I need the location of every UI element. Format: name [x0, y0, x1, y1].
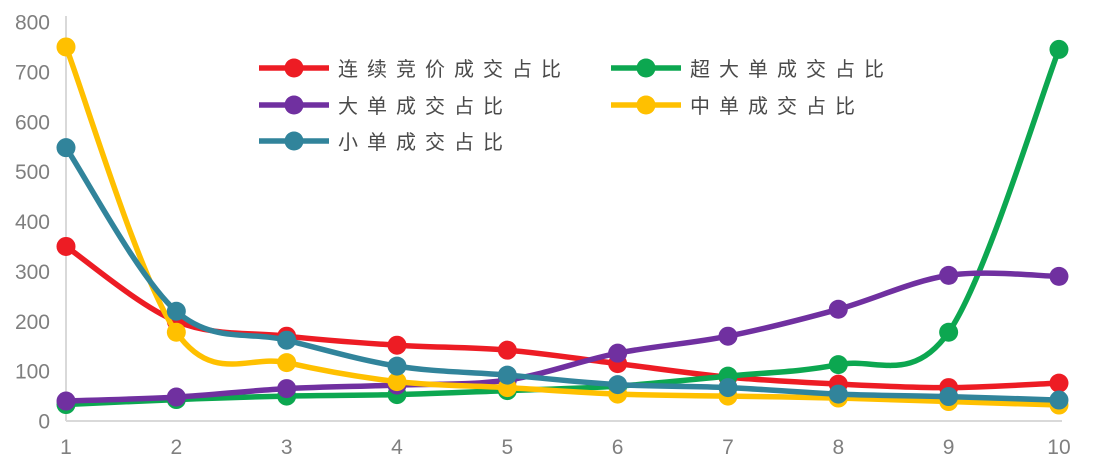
data-point-large-order-x6	[608, 343, 628, 363]
y-tick-label: 800	[15, 12, 50, 35]
y-tick-label: 300	[15, 261, 50, 284]
legend-marker-dot	[284, 58, 304, 77]
x-tick-label: 6	[612, 436, 624, 459]
data-point-large-order-x9	[939, 265, 959, 285]
data-point-small-order-x10	[1049, 390, 1069, 410]
legend-line-dot-icon	[259, 131, 329, 150]
y-tick-label: 600	[15, 111, 50, 134]
x-tick-label: 10	[1047, 436, 1070, 459]
legend-label-super-large-order: 超大单成交占比	[690, 59, 893, 81]
x-tick-label: 4	[391, 436, 403, 459]
data-point-continuous-auction-x5	[497, 340, 517, 360]
data-point-medium-order-x1	[56, 37, 76, 57]
series-line-medium-order	[63, 44, 1062, 408]
legend-label-continuous-auction: 连续竞价成交占比	[338, 59, 570, 81]
data-point-medium-order-x4	[387, 372, 407, 392]
x-tick-label: 9	[943, 436, 955, 459]
legend-marker-dot	[284, 131, 304, 150]
data-point-continuous-auction-x10	[1049, 373, 1069, 393]
data-point-medium-order-x3	[277, 353, 297, 373]
legend-item-small-order: 小单成交占比	[258, 126, 512, 155]
data-point-small-order-x2	[166, 301, 186, 321]
data-point-large-order-x3	[277, 379, 297, 399]
legend-line-dot-icon	[611, 58, 681, 77]
y-tick-label: 500	[15, 161, 50, 184]
legend-label-medium-order: 中单成交占比	[690, 96, 864, 118]
y-tick-label: 400	[15, 211, 50, 234]
legend-marker-dot	[636, 95, 656, 114]
x-tick-label: 5	[501, 436, 513, 459]
data-point-continuous-auction-x4	[387, 335, 407, 355]
data-point-small-order-x9	[939, 387, 959, 407]
data-point-large-order-x1	[56, 391, 76, 411]
data-point-small-order-x4	[387, 356, 407, 376]
x-tick-label: 2	[170, 436, 182, 459]
y-tick-label: 200	[15, 311, 50, 334]
legend-line-dot-icon	[611, 95, 681, 114]
x-tick-label: 3	[281, 436, 293, 459]
series-line-small-order	[63, 144, 1062, 403]
y-tick-label: 0	[38, 411, 50, 434]
data-point-small-order-x3	[277, 330, 297, 350]
data-point-small-order-x8	[828, 384, 848, 404]
data-point-small-order-x1	[56, 138, 76, 158]
x-tick-label: 8	[832, 436, 844, 459]
data-point-small-order-x5	[497, 365, 517, 385]
data-point-super-large-order-x10	[1049, 39, 1069, 59]
legend-item-large-order: 大单成交占比	[258, 90, 512, 119]
data-point-small-order-x7	[718, 378, 738, 398]
x-tick-label: 7	[722, 436, 734, 459]
data-point-medium-order-x2	[166, 322, 186, 342]
data-point-continuous-auction-x1	[56, 236, 76, 256]
legend-line-dot-icon	[259, 95, 329, 114]
legend-item-super-large-order: 超大单成交占比	[610, 53, 893, 82]
legend-marker-dot	[636, 58, 656, 77]
series-line-large-order	[63, 270, 1062, 404]
y-tick-label: 700	[15, 61, 50, 84]
legend-marker-dot	[284, 95, 304, 114]
data-point-super-large-order-x8	[828, 355, 848, 375]
x-tick-label: 1	[60, 436, 72, 459]
legend-item-continuous-auction: 连续竞价成交占比	[258, 53, 570, 82]
legend-label-large-order: 大单成交占比	[338, 96, 512, 118]
data-point-large-order-x2	[166, 387, 186, 407]
y-tick-label: 100	[15, 361, 50, 384]
data-point-large-order-x7	[718, 326, 738, 346]
data-point-small-order-x6	[608, 375, 628, 395]
legend-item-medium-order: 中单成交占比	[610, 90, 864, 119]
data-point-large-order-x10	[1049, 266, 1069, 286]
legend-label-small-order: 小单成交占比	[338, 132, 512, 154]
data-point-large-order-x8	[828, 299, 848, 319]
data-point-super-large-order-x9	[939, 322, 959, 342]
series-line-super-large-order	[63, 46, 1062, 408]
legend-line-dot-icon	[259, 58, 329, 77]
